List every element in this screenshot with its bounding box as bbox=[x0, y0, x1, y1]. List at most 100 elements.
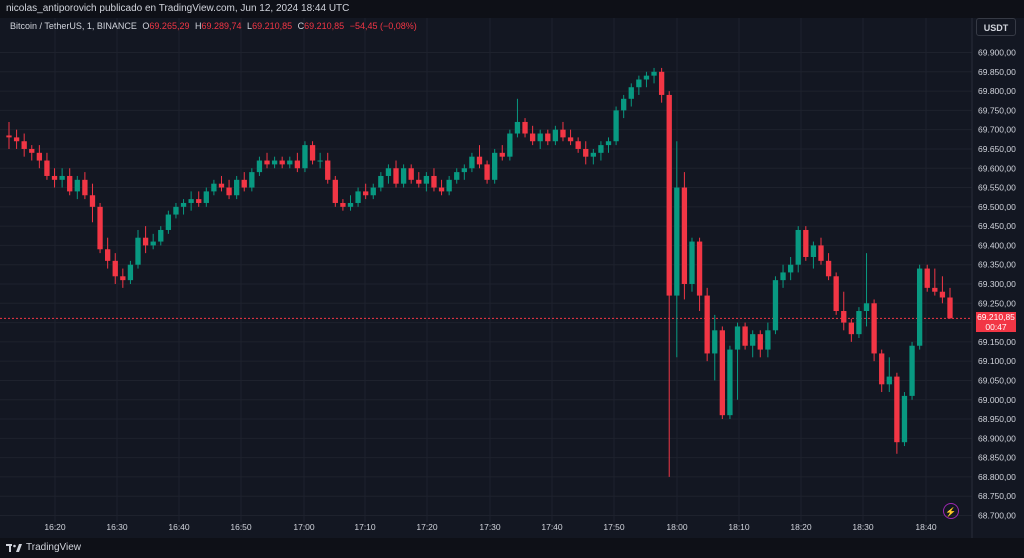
candle-body bbox=[340, 202, 346, 207]
candle-body bbox=[514, 121, 521, 134]
candle-body bbox=[476, 156, 483, 165]
candle-body bbox=[188, 199, 194, 203]
candle-body bbox=[795, 229, 801, 265]
candle-body bbox=[317, 160, 323, 162]
lightning-icon[interactable]: ⚡ bbox=[943, 503, 959, 519]
candle-body bbox=[901, 395, 908, 443]
candle-body bbox=[567, 137, 574, 142]
time-tick-label: 18:10 bbox=[728, 522, 750, 532]
low-value: 69.210,85 bbox=[252, 21, 293, 31]
candle-body bbox=[309, 145, 316, 161]
candle-body bbox=[180, 202, 187, 207]
time-tick-label: 16:40 bbox=[168, 522, 190, 532]
time-axis[interactable]: 16:20 16:30 16:40 16:50 17:00 17:10 17:20 17:30… bbox=[44, 522, 937, 532]
candlestick-chart[interactable]: 69.900,00 69.850,00 69.800,00 69.750,00 69.7… bbox=[0, 18, 1024, 540]
candle-body bbox=[841, 311, 847, 323]
candle-body bbox=[400, 168, 407, 184]
candle-body bbox=[287, 160, 293, 165]
candle-body bbox=[173, 206, 179, 215]
candle-body bbox=[158, 229, 164, 242]
currency-button[interactable]: USDT bbox=[976, 18, 1016, 36]
candle-body bbox=[681, 187, 688, 284]
candle-body bbox=[590, 152, 596, 157]
brand-label: TradingView bbox=[26, 542, 82, 553]
candle-body bbox=[385, 168, 392, 176]
candle-body bbox=[560, 129, 566, 138]
candle-body bbox=[689, 241, 695, 284]
candle-body bbox=[294, 160, 301, 169]
candle-body bbox=[416, 179, 422, 184]
candle-body bbox=[507, 133, 513, 157]
time-tick-label: 16:30 bbox=[106, 522, 128, 532]
candle-body bbox=[492, 152, 498, 180]
candle-body bbox=[613, 110, 619, 142]
candle-body bbox=[886, 376, 892, 385]
close-value: 69.210,85 bbox=[304, 21, 345, 31]
price-tick-label: 69.650,00 bbox=[978, 144, 1016, 154]
candle-body bbox=[150, 241, 156, 246]
price-tick-label: 68.750,00 bbox=[978, 491, 1016, 501]
candle-body bbox=[810, 245, 817, 257]
chart-grid bbox=[0, 18, 972, 522]
candle-body bbox=[370, 187, 376, 196]
candle-body bbox=[59, 175, 65, 180]
candle-body bbox=[651, 71, 657, 76]
candle-body bbox=[97, 206, 103, 250]
candle-body bbox=[757, 334, 763, 350]
candle-body bbox=[203, 191, 209, 203]
candle-body bbox=[583, 148, 589, 157]
candle-body bbox=[932, 287, 938, 292]
candle-body bbox=[332, 179, 338, 203]
price-tick-label: 69.700,00 bbox=[978, 125, 1016, 135]
candle-body bbox=[142, 237, 149, 246]
candle-body bbox=[363, 191, 369, 196]
candle-body bbox=[120, 276, 126, 281]
candle-body bbox=[112, 260, 118, 277]
candle-body bbox=[529, 133, 536, 142]
price-tick-label: 69.150,00 bbox=[978, 337, 1016, 347]
candle-body bbox=[924, 268, 930, 288]
ohlc-high: H69.289,74 bbox=[195, 21, 242, 31]
price-tick-label: 68.950,00 bbox=[978, 414, 1016, 424]
time-tick-label: 18:00 bbox=[666, 522, 688, 532]
candle-body bbox=[423, 175, 430, 184]
candle-body bbox=[947, 297, 953, 319]
candle-body bbox=[696, 241, 703, 296]
price-tick-label: 69.350,00 bbox=[978, 260, 1016, 270]
price-tick-label: 68.900,00 bbox=[978, 433, 1016, 443]
candle-body bbox=[818, 245, 824, 261]
candle-body bbox=[271, 160, 278, 165]
candle-body bbox=[742, 326, 748, 346]
price-tick-label: 69.800,00 bbox=[978, 86, 1016, 96]
candle-body bbox=[302, 145, 308, 169]
candle-body bbox=[719, 330, 725, 416]
candle-body bbox=[916, 268, 923, 346]
price-tick-label: 69.750,00 bbox=[978, 105, 1016, 115]
candle-body bbox=[605, 141, 612, 146]
candle-body bbox=[894, 376, 900, 443]
price-tick-label: 68.800,00 bbox=[978, 472, 1016, 482]
publish-line: nicolas_antiporovich publicado en Tradin… bbox=[6, 3, 350, 14]
candle-body bbox=[13, 137, 20, 142]
price-tick-label: 69.050,00 bbox=[978, 375, 1016, 385]
symbol-name: Bitcoin / TetherUS, 1, BINANCE bbox=[10, 21, 137, 31]
candle-body bbox=[127, 264, 134, 281]
candle-body bbox=[408, 168, 414, 180]
ohlc-low: L69.210,85 bbox=[247, 21, 292, 31]
candle-body bbox=[780, 272, 786, 281]
candle-body bbox=[279, 160, 285, 165]
candle-body bbox=[325, 160, 331, 180]
price-tick-label: 69.450,00 bbox=[978, 221, 1016, 231]
time-tick-label: 17:50 bbox=[603, 522, 625, 532]
candle-body bbox=[598, 145, 604, 153]
candle-body bbox=[537, 133, 543, 142]
price-axis[interactable]: 69.900,00 69.850,00 69.800,00 69.750,00 69.7… bbox=[971, 18, 1016, 540]
change-value: −54,45 (−0,08%) bbox=[349, 21, 417, 31]
candle-body bbox=[44, 160, 50, 176]
price-tick-label: 69.100,00 bbox=[978, 356, 1016, 366]
candle-body bbox=[522, 121, 528, 134]
candle-body bbox=[803, 229, 809, 257]
candle-body bbox=[393, 168, 399, 184]
tradingview-brand[interactable]: TradingView bbox=[6, 542, 81, 553]
bar-countdown: 00:47 bbox=[985, 322, 1007, 332]
